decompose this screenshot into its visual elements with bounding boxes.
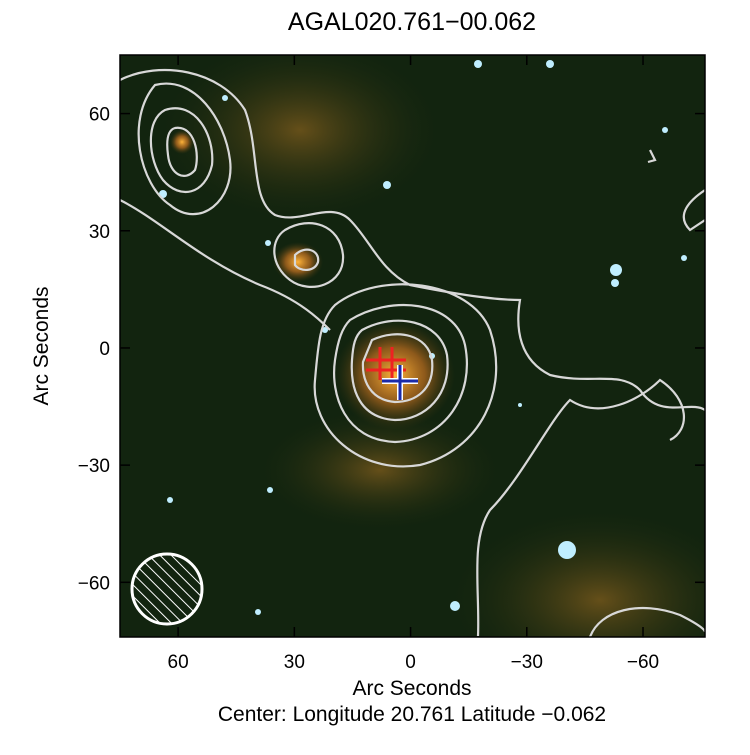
y-tick-label: 60 — [89, 105, 110, 126]
y-tick-label: −60 — [78, 573, 110, 594]
x-axis-label: Arc Seconds — [352, 677, 471, 700]
x-tick-label: −30 — [511, 652, 543, 673]
x-tick-label: 0 — [405, 652, 416, 673]
x-tick-label: −60 — [627, 652, 659, 673]
chart-title: AGAL020.761−00.062 — [288, 8, 536, 36]
x-tick-label: 60 — [168, 652, 189, 673]
y-tick-label: −30 — [78, 456, 110, 477]
footer: Center: Longitude 20.761 Latitude −0.062 — [218, 703, 606, 726]
plot-frame — [119, 54, 706, 638]
y-tick-label: 0 — [99, 339, 110, 360]
sky-image — [120, 55, 705, 637]
y-tick-label: 30 — [89, 222, 110, 243]
x-tick-label: 30 — [284, 652, 305, 673]
y-axis-label: Arc Seconds — [30, 286, 53, 405]
